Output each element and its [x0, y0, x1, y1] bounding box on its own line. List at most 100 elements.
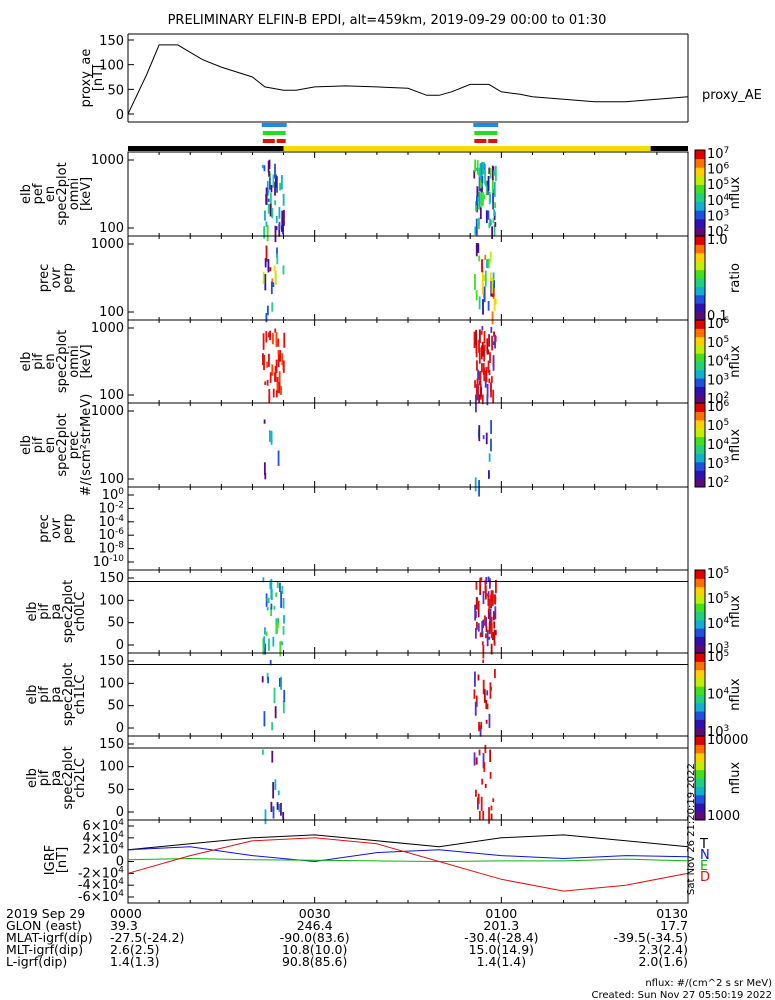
spec-mark-elb_pef_en_spec2plot_omni [493, 181, 496, 197]
spec-mark-elb_pif_pa_spec2plot_ch0LC [280, 591, 283, 608]
spec-mark-elb_pif_pa_spec2plot_ch1LC [280, 676, 283, 690]
footer-value: 246.4 [297, 918, 333, 933]
spec-mark-elb_pif_pa_spec2plot_ch0LC [477, 623, 480, 632]
spec-mark-elb_pif_pa_spec2plot_ch0LC [276, 621, 278, 634]
colorbar-swatch [695, 386, 705, 396]
spec-mark-elb_pif_pa_spec2plot_ch2LC [274, 779, 277, 790]
spec-mark-elb_pif_pa_spec2plot_ch1LC [474, 671, 476, 687]
footer-value: 0030 [299, 906, 331, 921]
spec-mark-elb_pif_en_spec2plot_omni [476, 378, 479, 389]
proxy-ytick: 100 [99, 59, 124, 74]
colorbar-swatch [695, 394, 705, 404]
spec-mark-prec_ovr_perp [492, 272, 495, 280]
colorbar-tick: 105 [707, 591, 729, 607]
spec-mark-elb_pif_pa_spec2plot_ch0LC [493, 594, 496, 604]
spec-mark-elb_pif_pa_spec2plot_ch1LC [263, 711, 266, 727]
spec-mark-elb_pef_en_spec2plot_omni [266, 225, 269, 242]
spec-mark-prec_ovr_perp [271, 302, 274, 312]
colorbar-tick: 107 [707, 146, 729, 162]
spec-mark-elb_pef_en_spec2plot_omni [480, 192, 483, 208]
igrf-ytick: 6×104 [83, 818, 125, 834]
spec-mark-elb_pif_pa_spec2plot_ch0LC [475, 581, 478, 590]
spec-mark-elb_pif_en_spec2plot_prec [474, 477, 477, 492]
panel-ytick: 50 [107, 699, 124, 714]
spec-mark-prec_ovr_perp [274, 270, 277, 285]
spec-mark-prec_ovr_perp [491, 311, 494, 325]
spec-mark-elb_pif_en_spec2plot_omni [488, 369, 491, 376]
spec-mark-elb_pef_en_spec2plot_omni [282, 223, 284, 235]
spec-mark-elb_pif_en_spec2plot_omni [272, 333, 274, 345]
spec-mark-prec_ovr_perp [489, 272, 492, 282]
spec-mark-elb_pif_pa_spec2plot_ch2LC [278, 804, 281, 812]
spec-mark-elb_pif_pa_spec2plot_ch1LC [273, 687, 276, 704]
colorbar-label: nflux [728, 678, 743, 711]
spec-mark-prec_ovr_perp [272, 282, 275, 287]
spec-mark-elb_pif_pa_spec2plot_ch2LC [271, 750, 274, 763]
footer-value: 15.0(14.9) [469, 942, 534, 957]
spec-mark-elb_pif_pa_spec2plot_ch1LC [283, 689, 286, 703]
footer-label: GLON (east) [6, 918, 82, 933]
proxy-ytick: 50 [107, 83, 124, 98]
spec-mark-elb_pif_pa_spec2plot_ch0LC [495, 579, 497, 594]
ylabel-line: prec [37, 514, 52, 542]
spec-mark-elb_pef_en_spec2plot_omni [480, 167, 483, 175]
ylabel-line: ch0LC [73, 592, 88, 632]
spec-mark-elb_pif_pa_spec2plot_ch0LC [262, 644, 265, 655]
spec-mark-elb_pif_en_spec2plot_omni [281, 353, 284, 366]
spec-mark-elb_pif_en_spec2plot_omni [278, 381, 281, 394]
spec-mark-elb_pef_en_spec2plot_omni [490, 220, 493, 225]
spec-mark-elb_pif_pa_spec2plot_ch0LC [493, 621, 496, 629]
ylabel-line: omni [67, 345, 82, 377]
panel-ytick: 100 [99, 676, 124, 691]
spec-mark-elb_pif_en_spec2plot_prec [482, 435, 485, 440]
spec-mark-elb_pif_en_spec2plot_omni [493, 331, 495, 337]
spec-mark-elb_pef_en_spec2plot_omni [475, 218, 478, 236]
colorbar-tick: 106 [707, 316, 730, 332]
panel-ytick: 10-4 [98, 514, 124, 530]
proxy-ytick: 0 [116, 108, 124, 123]
colorbar-swatch [695, 794, 705, 804]
proxy-legend: proxy_AE [702, 88, 762, 103]
spec-mark-prec_ovr_perp [282, 265, 285, 275]
panel-ytick: 100 [99, 305, 124, 320]
spec-mark-elb_pif_en_spec2plot_prec [478, 425, 481, 442]
spec-mark-elb_pif_pa_spec2plot_ch0LC [488, 598, 491, 611]
colorbar-swatch [695, 736, 705, 745]
colorbar-swatch [695, 461, 705, 471]
spec-mark-elb_pif_en_spec2plot_omni [275, 359, 278, 374]
spec-mark-elb_pif_pa_spec2plot_ch0LC [488, 636, 491, 640]
spec-mark-prec_ovr_perp [271, 278, 274, 283]
colorbar-swatch [695, 644, 705, 654]
spec-mark-elb_pef_en_spec2plot_omni [267, 189, 270, 194]
spec-mark-elb_pif_pa_spec2plot_ch1LC [488, 713, 491, 728]
ylabel-line: IGRF [43, 845, 58, 875]
spec-mark-elb_pif_pa_spec2plot_ch1LC [267, 676, 269, 684]
spec-mark-elb_pif_en_spec2plot_omni [275, 390, 278, 398]
spec-mark-prec_ovr_perp [484, 254, 487, 261]
ylabel-line: spec2plot [55, 413, 70, 476]
spec-mark-elb_pif_en_spec2plot_prec [268, 430, 271, 442]
igrf-ytick: 4×104 [83, 830, 125, 846]
spec-mark-elb_pef_en_spec2plot_omni [483, 164, 486, 175]
spec-mark-elb_pif_pa_spec2plot_ch0LC [485, 633, 487, 639]
created-note: Created: Sun Nov 27 05:50:19 2022 [592, 990, 772, 1000]
spec-mark-elb_pif_en_spec2plot_omni [479, 329, 481, 343]
spec-mark-elb_pif_en_spec2plot_omni [492, 389, 495, 404]
proxy-ae-line [127, 44, 689, 115]
ylabel-line: omni [67, 178, 82, 210]
proxy-ytick: 150 [99, 34, 124, 49]
panel-ytick: 100 [99, 593, 124, 608]
spec-mark-prec_ovr_perp [264, 273, 267, 291]
spec-mark-elb_pef_en_spec2plot_omni [494, 165, 497, 182]
spec-mark-elb_pef_en_spec2plot_omni [481, 175, 484, 184]
spec-mark-elb_pif_pa_spec2plot_ch0LC [490, 643, 493, 655]
spec-mark-elb_pif_pa_spec2plot_ch1LC [486, 703, 489, 710]
spec-mark-elb_pif_pa_spec2plot_ch1LC [479, 726, 482, 737]
spec-mark-elb_pif_en_spec2plot_omni [483, 331, 486, 344]
spec-mark-prec_ovr_perp [276, 253, 279, 265]
igrf-legend-D: D [700, 870, 710, 885]
spec-mark-prec_ovr_perp [487, 258, 490, 269]
spec-mark-prec_ovr_perp [262, 271, 265, 285]
